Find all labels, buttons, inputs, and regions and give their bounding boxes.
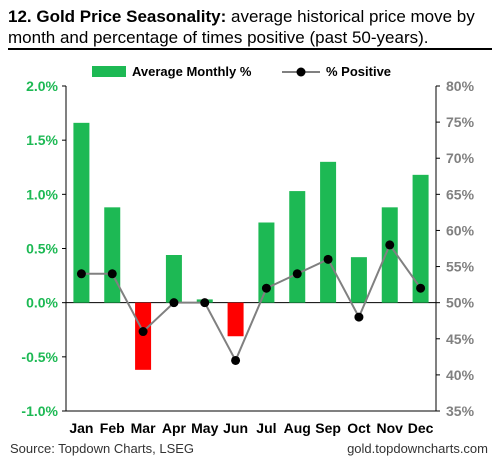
title-rule bbox=[8, 48, 492, 50]
x-axis-tick-label: Jul bbox=[256, 420, 276, 436]
left-axis-tick-label: 0.5% bbox=[26, 241, 58, 257]
legend-line-marker bbox=[296, 67, 306, 77]
seasonality-chart: -1.0% -0.5% 0.0% 0.5% 1.0% 1.5% 2.0% 35% 40% 45% 5… bbox=[21, 64, 475, 436]
left-axis-tick-label: 0.0% bbox=[26, 295, 58, 311]
x-axis-tick-label: Sep bbox=[315, 420, 341, 436]
x-axis-tick-label: Nov bbox=[377, 420, 404, 436]
right-axis-tick-label: 75% bbox=[446, 114, 475, 130]
x-axis-tick-label: Aug bbox=[284, 420, 311, 436]
percent-positive-point-mar bbox=[138, 327, 148, 337]
bar-average-monthly-feb bbox=[104, 207, 121, 303]
x-axis-tick-label: Feb bbox=[100, 420, 125, 436]
bar-average-monthly-jul bbox=[258, 222, 275, 303]
percent-positive-line bbox=[81, 242, 422, 363]
percent-positive-point-nov bbox=[385, 240, 395, 250]
bar-average-monthly-nov bbox=[381, 207, 398, 303]
left-axis-tick-label: -0.5% bbox=[21, 349, 58, 365]
x-axis-tick-label: Jun bbox=[223, 420, 248, 436]
percent-positive-point-jul bbox=[261, 283, 271, 293]
right-axis-tick-label: 35% bbox=[446, 403, 475, 419]
right-axis-tick-label: 80% bbox=[446, 78, 475, 94]
left-axis-tick-label: 1.0% bbox=[26, 186, 58, 202]
right-axis-tick-label: 45% bbox=[446, 331, 475, 347]
percent-positive-point-jun bbox=[231, 355, 241, 365]
legend-bar-swatch bbox=[92, 66, 126, 77]
bar-average-monthly-dec bbox=[412, 174, 429, 303]
left-axis-tick-label: -1.0% bbox=[21, 403, 58, 419]
percent-positive-point-jan bbox=[76, 269, 86, 279]
title-bold: 12. Gold Price Seasonality: bbox=[8, 7, 227, 26]
left-axis-tick-label: 2.0% bbox=[26, 78, 58, 94]
x-axis-tick-label: Mar bbox=[131, 420, 156, 436]
right-axis-tick-label: 50% bbox=[446, 295, 475, 311]
right-axis-tick-label: 65% bbox=[446, 186, 475, 202]
right-axis-tick-label: 55% bbox=[446, 259, 475, 275]
chart-title: 12. Gold Price Seasonality: average hist… bbox=[8, 6, 488, 48]
bar-average-monthly-mar bbox=[135, 302, 152, 370]
bar-average-monthly-oct bbox=[350, 257, 367, 303]
percent-positive-point-dec bbox=[416, 283, 426, 293]
percent-positive-point-oct bbox=[354, 312, 364, 322]
percent-positive-point-may bbox=[200, 298, 210, 308]
bar-average-monthly-apr bbox=[165, 255, 182, 303]
bar-average-monthly-jan bbox=[73, 122, 90, 303]
legend-bar-label: Average Monthly % bbox=[132, 64, 252, 79]
x-axis-tick-label: Apr bbox=[162, 420, 187, 436]
bar-average-monthly-aug bbox=[289, 191, 306, 303]
source-note: Source: Topdown Charts, LSEG bbox=[10, 441, 195, 456]
right-axis-tick-label: 60% bbox=[446, 222, 475, 238]
website-credit: gold.topdowncharts.com bbox=[347, 441, 488, 456]
percent-positive-point-apr bbox=[169, 298, 179, 308]
left-axis-tick-label: 1.5% bbox=[26, 132, 58, 148]
x-axis-tick-label: May bbox=[191, 420, 218, 436]
right-axis-tick-label: 40% bbox=[446, 367, 475, 383]
legend-line-label: % Positive bbox=[326, 64, 391, 79]
title-rest: average historical price move by month a… bbox=[8, 7, 475, 47]
bar-average-monthly-jun bbox=[227, 302, 244, 337]
x-axis-tick-label: Oct bbox=[347, 420, 371, 436]
x-axis-tick-label: Jan bbox=[69, 420, 93, 436]
x-axis-tick-label: Dec bbox=[408, 420, 434, 436]
percent-positive-point-sep bbox=[323, 254, 333, 264]
bar-average-monthly-sep bbox=[320, 161, 337, 303]
right-axis-tick-label: 70% bbox=[446, 150, 475, 166]
percent-positive-point-aug bbox=[292, 269, 302, 279]
percent-positive-point-feb bbox=[107, 269, 117, 279]
